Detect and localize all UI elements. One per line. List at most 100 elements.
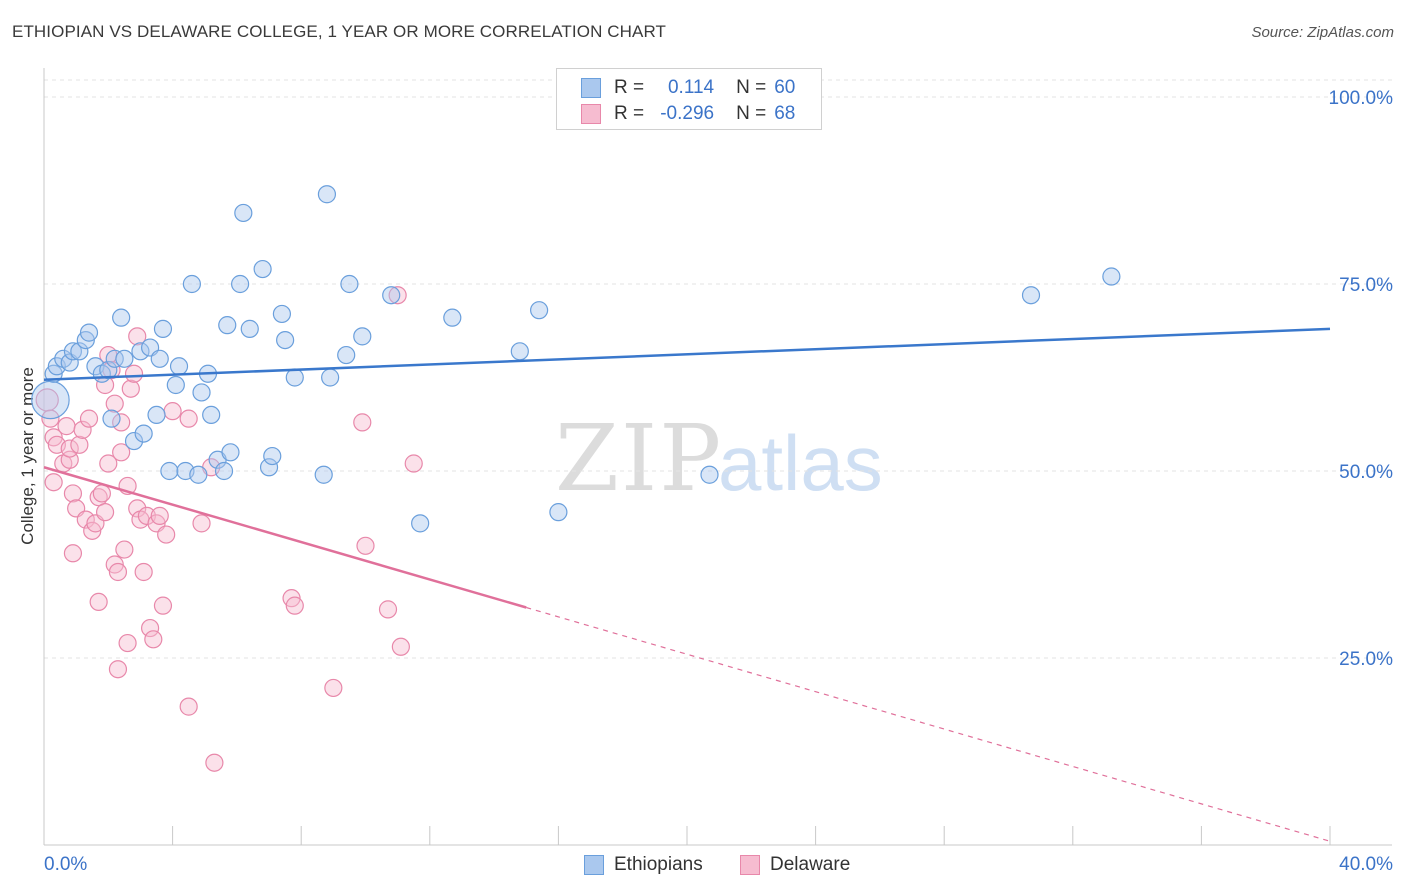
delaware-point — [163, 402, 182, 421]
ethiopians-point — [1102, 267, 1121, 286]
ethiopians-point — [182, 274, 201, 294]
watermark-atlas: atlas — [718, 419, 883, 507]
ethiopians-point — [115, 349, 134, 368]
delaware-point — [128, 327, 147, 346]
delaware-point — [324, 678, 343, 698]
ethiopians-point — [253, 259, 272, 279]
ethiopians-point — [102, 409, 121, 428]
ethiopians-point — [1021, 286, 1041, 305]
delaware-point — [134, 562, 153, 582]
legend-swatch-ethiopians — [581, 78, 601, 98]
delaware-point — [57, 417, 76, 436]
y-tick-label: 50.0% — [1339, 462, 1393, 483]
ethiopians-point — [317, 185, 337, 204]
series-legend-delaware: Delaware — [740, 853, 850, 877]
ethiopians-point — [31, 380, 70, 420]
legend-swatch-delaware — [581, 104, 601, 124]
legend-r-label: R = — [614, 77, 645, 98]
delaware-point — [92, 484, 111, 503]
legend-n-label: N = — [736, 77, 767, 98]
delaware-point — [144, 630, 163, 649]
delaware-point — [137, 506, 156, 525]
x-tick-label-max: 40.0% — [1339, 854, 1393, 875]
delaware-point — [44, 473, 63, 492]
ethiopians-point — [510, 342, 529, 361]
delaware-point — [70, 435, 89, 454]
delaware-trend-line-extrapolated — [526, 606, 1331, 842]
delaware-point — [121, 379, 140, 398]
gridlines — [44, 79, 1392, 659]
delaware-point — [353, 413, 372, 432]
delaware-point — [128, 499, 147, 518]
delaware-point — [388, 286, 407, 305]
delaware-point — [378, 600, 398, 619]
watermark-zip: ZIP — [555, 405, 723, 512]
ethiopians-point — [192, 383, 211, 402]
legend-row-ethiopians: R = 0.114 N = 60 — [581, 76, 795, 100]
delaware-point — [179, 409, 198, 428]
delaware-point — [63, 544, 83, 563]
ethiopians-point — [443, 308, 462, 327]
ethiopians-point — [218, 316, 237, 335]
ethiopians-points — [31, 185, 1121, 533]
delaware-point — [205, 753, 224, 772]
ethiopians-point — [202, 405, 221, 424]
ethiopians-point — [276, 331, 295, 350]
ethiopians-point — [263, 446, 282, 466]
delaware-point — [112, 413, 131, 432]
delaware-point — [179, 697, 198, 716]
ethiopians-point — [153, 319, 173, 338]
ethiopians-point — [411, 514, 430, 533]
ethiopians-point — [285, 368, 304, 387]
ethiopians-point — [112, 308, 131, 327]
legend-r-label: R = — [614, 103, 645, 124]
ethiopians-point — [231, 274, 250, 294]
ethiopians-point — [234, 203, 253, 223]
delaware-point — [79, 409, 99, 428]
series-label-ethiopians: Ethiopians — [614, 854, 703, 875]
legend-n-value-delaware: 68 — [774, 103, 796, 124]
ethiopians-point — [214, 461, 234, 481]
series-legend-ethiopians: Ethiopians — [584, 853, 703, 877]
ethiopians-point — [314, 465, 333, 484]
source-credit: Source: ZipAtlas.com — [1251, 24, 1394, 41]
delaware-point — [157, 525, 176, 544]
ethiopians-point — [169, 357, 189, 376]
ethiopians-point — [259, 458, 279, 477]
delaware-point — [391, 637, 410, 656]
ethiopians-point — [340, 274, 359, 294]
ethiopians-point — [700, 465, 719, 484]
legend-r-value-ethiopians: 0.114 — [667, 77, 715, 98]
delaware-point — [153, 596, 173, 615]
ethiopians-point — [549, 503, 568, 522]
series-swatch-ethiopians — [584, 855, 604, 875]
ethiopians-point — [131, 342, 150, 361]
ethiopians-point — [221, 443, 240, 462]
y-tick-label: 25.0% — [1339, 649, 1393, 670]
trend-lines — [43, 327, 1331, 842]
delaware-point — [404, 454, 423, 473]
ethiopians-point — [124, 431, 144, 451]
series-swatch-delaware — [740, 855, 760, 875]
delaware-point — [108, 562, 128, 582]
stats-legend: R = 0.114 N = 60 R = -0.296 N = 68 — [556, 68, 822, 130]
watermark: ZIP atlas — [555, 405, 883, 512]
legend-n-value-ethiopians: 60 — [774, 77, 796, 98]
ethiopians-point — [321, 368, 340, 387]
ethiopians-point — [240, 319, 259, 338]
ethiopians-point — [150, 349, 169, 368]
delaware-point — [60, 439, 79, 458]
y-tick-labels: 100.0% 75.0% 50.0% 25.0% — [1329, 88, 1394, 670]
series-label-delaware: Delaware — [770, 854, 851, 875]
delaware-point — [140, 618, 160, 638]
ethiopians-point — [99, 360, 118, 380]
delaware-point — [192, 514, 211, 533]
delaware-point — [73, 420, 92, 439]
x-tick-label-min: 0.0% — [44, 854, 87, 875]
legend-n-label: N = — [736, 103, 767, 124]
delaware-point — [95, 503, 115, 522]
delaware-point — [150, 506, 169, 525]
ethiopians-trend-line — [43, 327, 1331, 381]
delaware-point — [105, 394, 124, 413]
